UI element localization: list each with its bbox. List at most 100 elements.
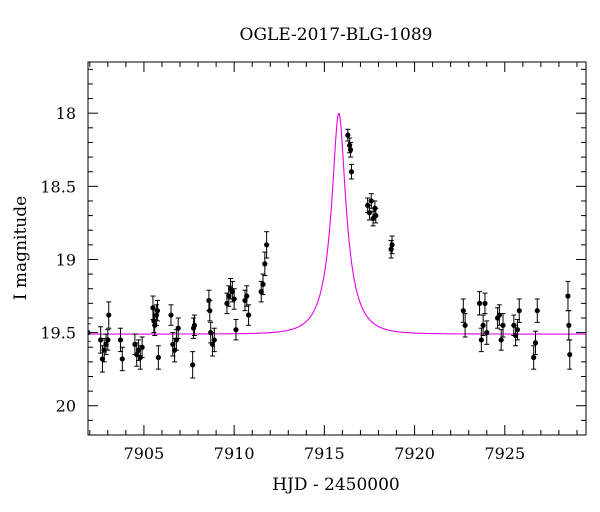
data-points [88, 128, 573, 379]
data-point [565, 280, 571, 312]
point-marker [513, 332, 519, 339]
tick-labels: 7905 7910 7915 7920 7925 18 18.5 19 19.5 20 [40, 104, 525, 463]
point-marker [345, 132, 351, 138]
point-marker [534, 308, 540, 314]
point-marker [224, 300, 230, 306]
data-point [462, 313, 468, 338]
point-marker [229, 289, 235, 295]
data-point [207, 299, 213, 322]
data-point [191, 314, 198, 337]
data-point [516, 298, 522, 323]
data-point [154, 299, 161, 322]
point-marker [460, 308, 466, 314]
y-tick-label: 19.5 [40, 324, 76, 343]
data-point [348, 163, 355, 180]
point-marker [389, 242, 395, 248]
point-marker [168, 312, 174, 318]
data-point [139, 336, 145, 358]
point-marker [368, 198, 374, 204]
data-point [460, 298, 466, 323]
plot-frame [87, 61, 587, 436]
data-point [500, 313, 506, 338]
point-marker [101, 347, 107, 353]
data-point [190, 351, 196, 379]
point-marker [347, 142, 353, 148]
data-point [368, 193, 374, 209]
point-marker [498, 337, 504, 343]
point-marker [531, 354, 537, 361]
point-marker [153, 312, 160, 318]
point-marker [209, 341, 216, 347]
point-marker [207, 308, 213, 314]
point-marker [532, 340, 539, 346]
point-marker [88, 330, 91, 336]
data-point [534, 298, 540, 323]
data-point [480, 314, 486, 337]
data-point [106, 301, 112, 329]
point-marker [242, 297, 248, 304]
point-marker [117, 337, 124, 343]
point-marker [170, 341, 176, 347]
data-point [567, 339, 573, 370]
point-marker [119, 356, 125, 362]
point-marker [500, 322, 506, 328]
y-tick-label: 19 [56, 250, 76, 269]
point-marker [565, 293, 571, 299]
x-axis-label: HJD - 2450000 [272, 475, 400, 495]
point-marker [134, 351, 140, 358]
point-marker [516, 308, 522, 314]
point-marker [191, 322, 198, 328]
point-marker [347, 147, 354, 153]
data-point [478, 327, 484, 353]
data-point [103, 333, 109, 356]
data-point [175, 317, 181, 339]
point-marker [260, 281, 266, 287]
point-marker [264, 242, 270, 248]
point-marker [231, 296, 237, 302]
point-marker [155, 354, 161, 361]
point-marker [105, 337, 111, 343]
data-point [258, 280, 264, 303]
point-marker [139, 344, 145, 350]
point-marker [233, 327, 239, 333]
x-tick-label: 7925 [484, 444, 525, 463]
point-marker [103, 341, 109, 347]
data-point [244, 285, 250, 307]
point-marker [106, 312, 112, 318]
data-point [242, 289, 248, 312]
data-point [482, 292, 488, 315]
data-point [264, 231, 270, 259]
point-marker [567, 351, 573, 358]
data-point [155, 345, 161, 370]
model-curve [88, 112, 586, 335]
data-point [532, 330, 539, 356]
point-marker [482, 300, 488, 306]
point-marker [480, 322, 486, 328]
data-point [168, 304, 174, 326]
point-marker [262, 261, 268, 267]
point-marker [245, 312, 252, 318]
point-marker [211, 337, 217, 343]
data-point [233, 318, 239, 341]
point-marker [514, 327, 521, 333]
point-marker [175, 325, 181, 331]
point-marker [478, 337, 484, 343]
point-marker [388, 246, 394, 252]
axis-ticks [88, 62, 586, 436]
data-point [484, 320, 490, 345]
point-marker [476, 300, 483, 306]
data-point [170, 332, 176, 357]
point-marker [99, 356, 106, 362]
y-tick-label: 18.5 [40, 177, 76, 196]
x-tick-label: 7915 [304, 444, 345, 463]
data-point [531, 345, 537, 370]
data-point [88, 323, 91, 342]
point-marker [373, 212, 379, 219]
data-point [566, 310, 572, 341]
data-point [347, 141, 354, 158]
point-marker [566, 322, 572, 328]
point-marker [226, 293, 232, 299]
data-point [389, 235, 395, 255]
point-marker [135, 347, 142, 353]
